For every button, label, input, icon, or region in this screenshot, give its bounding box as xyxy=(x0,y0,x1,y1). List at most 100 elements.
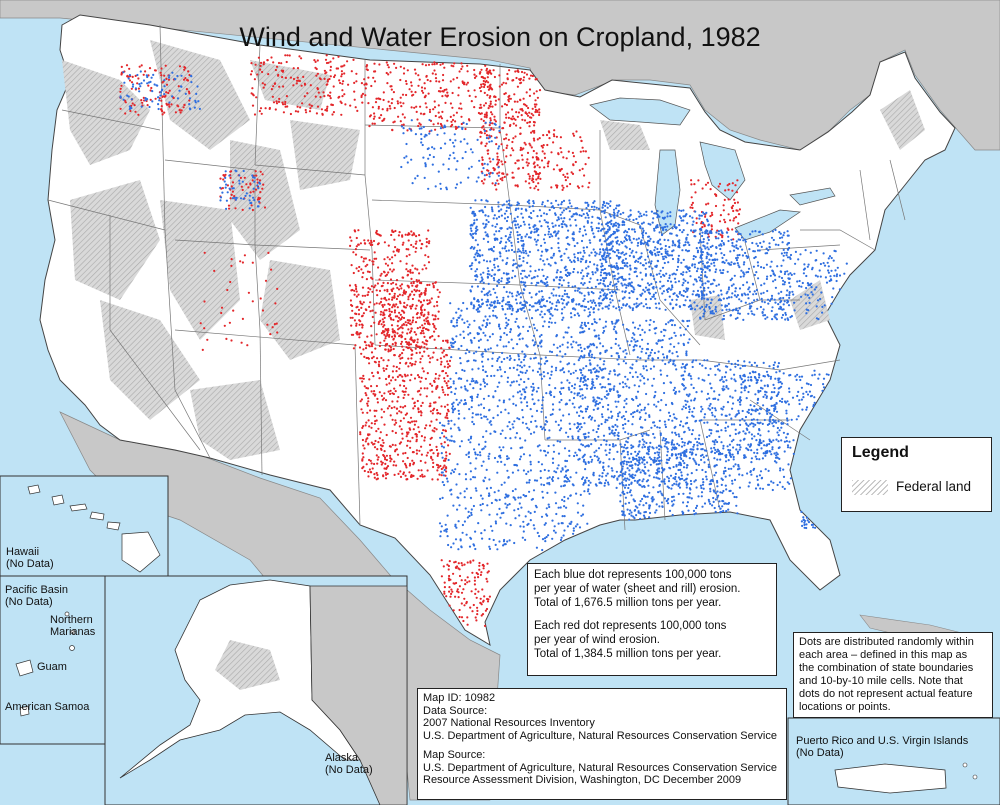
wind-erosion-dot xyxy=(531,174,535,177)
wind-erosion-dot xyxy=(370,276,373,279)
water-erosion-dot xyxy=(701,234,704,238)
water-erosion-dot xyxy=(523,223,526,226)
water-erosion-dot xyxy=(658,215,661,218)
water-erosion-dot xyxy=(500,360,503,363)
water-erosion-dot xyxy=(738,312,742,315)
water-erosion-dot xyxy=(549,233,553,236)
wind-erosion-dot xyxy=(423,87,426,90)
wind-erosion-dot xyxy=(397,472,400,475)
wind-erosion-dot xyxy=(401,390,404,393)
water-erosion-dot xyxy=(684,249,688,252)
water-erosion-dot xyxy=(537,234,540,237)
water-erosion-dot xyxy=(645,243,649,246)
water-erosion-dots xyxy=(119,70,848,552)
water-erosion-dot xyxy=(560,201,564,204)
water-erosion-dot xyxy=(593,200,596,203)
wind-erosion-dot xyxy=(431,282,435,285)
water-erosion-dot xyxy=(576,377,579,380)
wind-erosion-dot xyxy=(360,256,363,259)
water-erosion-dot xyxy=(508,226,511,229)
wind-erosion-dot xyxy=(230,258,233,261)
water-erosion-dot xyxy=(700,290,703,293)
wind-erosion-dot xyxy=(427,92,430,95)
wind-erosion-dot xyxy=(444,416,447,419)
wind-erosion-dot xyxy=(446,563,449,566)
water-erosion-dot xyxy=(512,380,515,383)
wind-erosion-dot xyxy=(524,143,527,146)
wind-erosion-dot xyxy=(428,110,432,114)
water-erosion-dot xyxy=(595,252,598,255)
wind-erosion-dot xyxy=(262,61,266,64)
water-erosion-dot xyxy=(651,253,654,256)
water-erosion-dot xyxy=(543,375,546,378)
water-erosion-dot xyxy=(493,300,496,303)
wind-erosion-dot xyxy=(387,302,390,306)
wind-erosion-dot xyxy=(533,165,537,168)
wind-erosion-dot xyxy=(395,448,398,451)
water-erosion-dot xyxy=(756,249,760,252)
water-erosion-dot xyxy=(688,215,692,218)
wind-erosion-dot xyxy=(406,304,409,307)
water-erosion-dot xyxy=(740,269,743,272)
wind-erosion-dot xyxy=(400,287,403,290)
water-erosion-dot xyxy=(661,210,664,213)
wind-erosion-dot xyxy=(421,473,424,476)
water-erosion-dot xyxy=(700,270,704,274)
wind-erosion-dot xyxy=(525,104,528,108)
water-erosion-dot xyxy=(480,353,483,356)
wind-erosion-dot xyxy=(309,84,312,87)
wind-erosion-dot xyxy=(397,234,400,237)
wind-erosion-dot xyxy=(559,136,563,139)
wind-erosion-dot xyxy=(271,326,274,329)
wind-erosion-dot xyxy=(414,91,417,94)
wind-erosion-dot xyxy=(500,143,503,146)
wind-erosion-dot xyxy=(137,87,140,90)
wind-erosion-dot xyxy=(138,65,141,68)
water-erosion-dot xyxy=(671,240,675,243)
wind-erosion-dot xyxy=(353,98,356,101)
water-erosion-dot xyxy=(572,239,575,242)
wind-erosion-dot xyxy=(273,323,276,326)
water-erosion-dot xyxy=(560,284,564,287)
water-erosion-dot xyxy=(684,299,687,302)
water-erosion-dot xyxy=(506,227,509,230)
wind-erosion-dot xyxy=(415,279,418,282)
water-erosion-dot xyxy=(486,298,489,301)
water-erosion-dot xyxy=(563,371,566,374)
water-erosion-dot xyxy=(776,265,779,268)
wind-erosion-dot xyxy=(394,254,397,257)
wind-erosion-dot xyxy=(418,295,421,298)
water-erosion-dot xyxy=(496,359,499,362)
wind-erosion-dot xyxy=(533,103,537,106)
wind-erosion-dot xyxy=(724,189,727,192)
wind-erosion-dot xyxy=(505,82,508,85)
wind-erosion-dot xyxy=(407,431,410,434)
water-erosion-dot xyxy=(592,292,595,295)
water-erosion-dot xyxy=(557,246,560,249)
water-erosion-dot xyxy=(608,283,612,286)
water-erosion-dot xyxy=(736,262,739,265)
wind-erosion-dot xyxy=(316,59,319,62)
wind-erosion-dot xyxy=(393,387,396,390)
wind-erosion-dot xyxy=(442,349,445,352)
water-erosion-dot xyxy=(593,386,597,389)
wind-erosion-dot xyxy=(442,73,445,77)
wind-erosion-dot xyxy=(406,444,409,447)
wind-erosion-dot xyxy=(371,371,374,374)
wind-erosion-dot xyxy=(547,160,550,163)
water-erosion-dot xyxy=(528,250,532,253)
water-erosion-dot xyxy=(504,303,508,306)
water-erosion-dot xyxy=(589,369,592,372)
wind-erosion-dot xyxy=(490,127,493,130)
wind-erosion-dot xyxy=(363,83,366,86)
water-erosion-dot xyxy=(780,252,784,255)
wind-erosion-dot xyxy=(373,446,377,449)
wind-erosion-dot xyxy=(420,305,423,308)
wind-erosion-dot xyxy=(466,623,469,626)
water-erosion-dot xyxy=(543,263,546,266)
wind-erosion-dot xyxy=(434,318,437,321)
wind-erosion-dot xyxy=(418,430,421,433)
water-erosion-dot xyxy=(632,286,635,289)
water-erosion-dot xyxy=(578,291,581,294)
wind-erosion-dot xyxy=(372,355,375,358)
